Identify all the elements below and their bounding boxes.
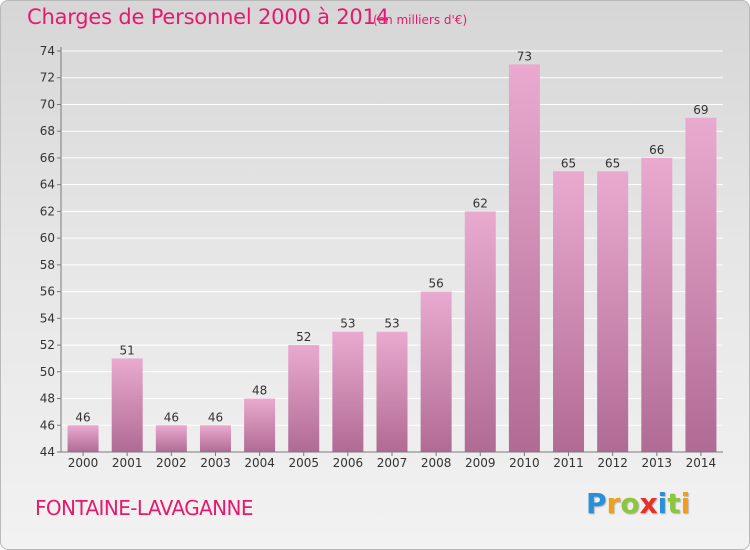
proxiti-logo: Proxiti [586,487,690,520]
logo-letter: i [657,487,668,520]
logo-letter: i [680,487,691,520]
bar-value-label: 62 [473,196,488,210]
x-tick-label: 2001 [112,456,143,470]
logo-letter: x [639,487,658,520]
logo-letter: P [586,487,607,520]
bar-value-label: 53 [384,317,399,331]
y-tick-label: 46 [40,418,55,432]
x-tick-label: 2004 [244,456,275,470]
logo-letter: r [606,487,621,520]
x-tick-label: 2000 [68,456,99,470]
bar-2005 [288,345,320,452]
bar-value-label: 51 [120,343,135,357]
bar-2004 [244,398,276,452]
bar-2006 [332,331,364,452]
bar-2007 [376,331,408,452]
bar-value-label: 48 [252,384,267,398]
bar-value-label: 52 [296,330,311,344]
bar-2011 [553,171,585,453]
y-tick-label: 52 [40,338,55,352]
y-tick-label: 72 [40,71,55,85]
bar-2000 [67,425,99,452]
y-tick-label: 60 [40,231,55,245]
bar-2009 [464,211,496,452]
y-tick-label: 56 [40,285,55,299]
y-tick-label: 70 [40,97,55,111]
place-name: FONTAINE-LAVAGANNE [35,496,254,520]
x-tick-label: 2009 [465,456,496,470]
bar-value-label: 46 [164,410,179,424]
bar-value-label: 56 [428,277,443,291]
bar-2002 [155,425,187,452]
bar-2008 [420,291,452,452]
y-tick-label: 44 [40,445,55,459]
chart-unit: (en milliers d'€) [373,13,468,27]
bars [67,64,717,453]
bar-value-label: 73 [517,49,532,63]
axes [57,47,723,456]
bar-value-label: 66 [649,143,664,157]
x-tick-label: 2012 [597,456,628,470]
bar-2013 [641,157,673,452]
bar-value-label: 65 [561,156,576,170]
x-tick-label: 2010 [509,456,540,470]
x-tick-label: 2013 [642,456,673,470]
y-tick-label: 64 [40,178,55,192]
logo-letter: o [620,487,640,520]
bar-value-label: 53 [340,317,355,331]
bar-value-label: 46 [75,410,90,424]
x-tick-label: 2007 [377,456,408,470]
y-tick-label: 54 [40,311,55,325]
bar-2012 [597,171,629,453]
y-tick-label: 68 [40,124,55,138]
x-tick-label: 2006 [333,456,364,470]
bar-2010 [508,64,540,452]
x-tick-label: 2005 [288,456,319,470]
bar-2014 [685,117,717,452]
bar-value-label: 69 [693,103,708,117]
y-tick-label: 58 [40,258,55,272]
y-tick-label: 48 [40,392,55,406]
labels: 44 46 48 50 52 54 56 58 60 62 64 66 68 70 72 74 46 2000 51… [40,44,716,470]
x-tick-label: 2011 [553,456,584,470]
y-tick-label: 66 [40,151,55,165]
bar-2001 [111,358,143,452]
x-tick-label: 2014 [686,456,717,470]
x-tick-label: 2002 [156,456,187,470]
x-tick-label: 2008 [421,456,452,470]
y-tick-label: 50 [40,365,55,379]
x-tick-label: 2003 [200,456,231,470]
logo-letter: t [667,487,681,520]
y-tick-label: 62 [40,204,55,218]
bar-value-label: 65 [605,156,620,170]
bar-value-label: 46 [208,410,223,424]
bar-2003 [199,425,231,452]
chart-title: Charges de Personnel 2000 à 2014 [27,5,389,29]
y-tick-label: 74 [40,44,55,58]
